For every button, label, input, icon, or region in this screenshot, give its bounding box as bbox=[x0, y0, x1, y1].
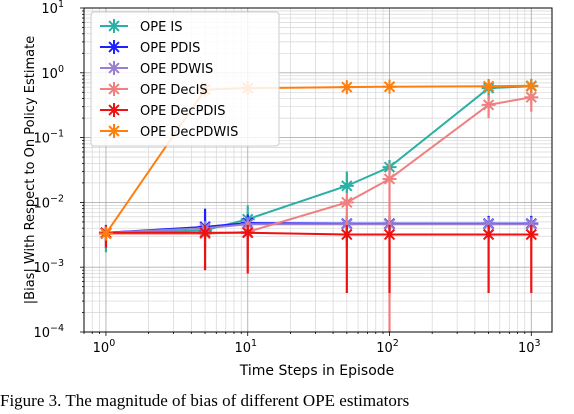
data-point bbox=[524, 217, 539, 232]
legend-swatch-marker bbox=[107, 61, 121, 75]
legend-label: OPE DecIS bbox=[140, 83, 208, 98]
series-ope-decpdis bbox=[98, 224, 539, 293]
x-tick-label: 101 bbox=[234, 338, 257, 356]
data-point bbox=[339, 195, 354, 210]
data-point bbox=[98, 226, 113, 241]
legend-item: OPE DecIS bbox=[100, 82, 208, 98]
y-tick-label: 10−4 bbox=[33, 323, 64, 341]
data-point bbox=[339, 227, 354, 242]
x-tick-label: 103 bbox=[518, 338, 541, 356]
data-point bbox=[481, 79, 496, 94]
y-tick-label: 10−1 bbox=[33, 129, 64, 147]
data-point bbox=[382, 79, 397, 94]
x-tick-label: 102 bbox=[376, 338, 399, 356]
data-point bbox=[240, 225, 255, 240]
legend-swatch-marker bbox=[107, 19, 121, 33]
data-point bbox=[382, 171, 397, 186]
data-point bbox=[198, 225, 213, 240]
legend-item: OPE DecPDIS bbox=[100, 103, 226, 119]
data-point bbox=[339, 178, 354, 193]
data-point bbox=[524, 78, 539, 93]
x-axis-label: Time Steps in Episode bbox=[239, 363, 395, 379]
legend-label: OPE IS bbox=[140, 20, 183, 35]
data-point bbox=[481, 217, 496, 232]
plot-frame bbox=[83, 7, 553, 333]
legend-item: OPE PDIS bbox=[100, 40, 200, 56]
y-axis-label: |Bias| With Respect to On Policy Estimat… bbox=[23, 36, 38, 304]
axis-ticks: 100 101 102 103 10−4 10−3 10−2 10−1 100 101 bbox=[33, 0, 540, 356]
legend-label: OPE DecPDWIS bbox=[140, 125, 238, 140]
data-point bbox=[339, 80, 354, 95]
legend-item: OPE DecPDWIS bbox=[100, 124, 238, 140]
data-point bbox=[481, 227, 496, 242]
y-tick-label: 10−2 bbox=[33, 193, 64, 211]
y-tick-label: 10−3 bbox=[33, 258, 64, 276]
legend-box bbox=[90, 11, 280, 147]
legend-label: OPE PDIS bbox=[140, 41, 200, 56]
data-point bbox=[524, 90, 539, 105]
legend-item: OPE IS bbox=[100, 19, 183, 35]
figure-caption: Figure 3. The magnitude of bias of diffe… bbox=[0, 391, 410, 410]
legend-item: OPE PDWIS bbox=[100, 61, 213, 77]
legend-swatch-marker bbox=[107, 124, 121, 138]
x-tick-label: 100 bbox=[93, 338, 116, 356]
legend-swatch-marker bbox=[107, 40, 121, 54]
data-point bbox=[382, 227, 397, 242]
legend: OPE IS OPE PDIS OPE PDWIS OPE DecIS OPE DecP… bbox=[90, 11, 280, 147]
chart: 100 101 102 103 10−4 10−3 10−2 10−1 100 101 Time … bbox=[23, 0, 553, 379]
data-point bbox=[481, 97, 496, 112]
y-tick-label: 101 bbox=[41, 0, 64, 17]
legend-label: OPE DecPDIS bbox=[140, 104, 226, 119]
legend-swatch-marker bbox=[107, 82, 121, 96]
data-point bbox=[524, 227, 539, 242]
legend-label: OPE PDWIS bbox=[140, 62, 213, 77]
legend-swatch-marker bbox=[107, 103, 121, 117]
y-tick-label: 100 bbox=[41, 64, 64, 82]
